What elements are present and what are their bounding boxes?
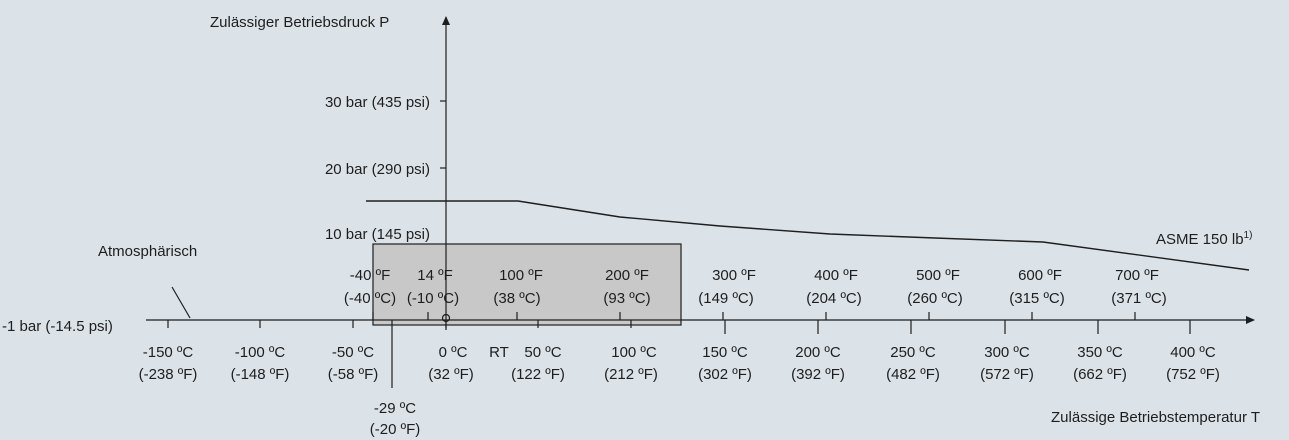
- f-label: 14 ºF: [417, 267, 453, 284]
- y-tick-label-30: 30 bar (435 psi): [325, 94, 430, 111]
- c-label: 250 ºC: [890, 344, 936, 361]
- fahrenheit-labels: -40 ºF (-40 ºC) 14 ºF (-10 ºC) 100 ºF (3…: [344, 267, 1167, 307]
- f-label: 200 ºF: [605, 267, 649, 284]
- rt-label: RT: [489, 344, 509, 361]
- c-conv-label: (260 ºC): [907, 290, 963, 307]
- y-tick-label-10: 10 bar (145 psi): [325, 226, 430, 243]
- atmos-pointer: [171, 286, 191, 319]
- f-conv-label: (392 ºF): [791, 366, 845, 383]
- f-label: 400 ºF: [814, 267, 858, 284]
- f-conv-label: (752 ºF): [1166, 366, 1220, 383]
- c-conv-label: (371 ºC): [1111, 290, 1167, 307]
- f-label: 700 ºF: [1115, 267, 1159, 284]
- f-conv-label: (-58 ºF): [328, 366, 378, 383]
- f-conv-label: (212 ºF): [604, 366, 658, 383]
- c-conv-label: (315 ºC): [1009, 290, 1065, 307]
- f-conv-label: (482 ºF): [886, 366, 940, 383]
- c-conv-label: (149 ºC): [698, 290, 754, 307]
- x-axis-title: Zulässige Betriebstemperatur T: [1051, 409, 1260, 426]
- low-limit-c-label: -29 ºC: [374, 400, 416, 417]
- baseline-label: -1 bar (-14.5 psi): [2, 318, 113, 335]
- asme-curve-name: ASME 150 lb: [1156, 231, 1244, 248]
- c-label: 50 ºC: [524, 344, 561, 361]
- c-conv-label: (93 ºC): [603, 290, 650, 307]
- f-label: 600 ºF: [1018, 267, 1062, 284]
- c-conv-label: (-10 ºC): [407, 290, 459, 307]
- asme-curve: [366, 200, 1250, 271]
- f-label: 500 ºF: [916, 267, 960, 284]
- low-limit-f-label: (-20 ºF): [370, 421, 420, 438]
- c-label: -100 ºC: [235, 344, 286, 361]
- c-label: 150 ºC: [702, 344, 748, 361]
- celsius-ticks: [167, 320, 1191, 388]
- f-label: 300 ºF: [712, 267, 756, 284]
- c-conv-label: (204 ºC): [806, 290, 862, 307]
- y-axis-title: Zulässiger Betriebsdruck P: [210, 14, 389, 31]
- c-label: 100 ºC: [611, 344, 657, 361]
- f-conv-label: (662 ºF): [1073, 366, 1127, 383]
- f-conv-label: (-148 ºF): [231, 366, 290, 383]
- c-label: -150 ºC: [143, 344, 194, 361]
- c-conv-label: (-40 ºC): [344, 290, 396, 307]
- fahrenheit-ticks: [372, 312, 1136, 320]
- shaded-region: [372, 243, 682, 326]
- c-label: 200 ºC: [795, 344, 841, 361]
- atmos-label: Atmosphärisch: [98, 243, 197, 260]
- celsius-labels: -150 ºC (-238 ºF) -100 ºC (-148 ºF) -50 …: [139, 344, 1220, 383]
- f-conv-label: (122 ºF): [511, 366, 565, 383]
- c-label: 400 ºC: [1170, 344, 1216, 361]
- c-label: 0 ºC: [439, 344, 468, 361]
- c-conv-label: (38 ºC): [493, 290, 540, 307]
- f-conv-label: (-238 ºF): [139, 366, 198, 383]
- f-conv-label: (572 ºF): [980, 366, 1034, 383]
- c-label: 350 ºC: [1077, 344, 1123, 361]
- f-conv-label: (32 ºF): [428, 366, 473, 383]
- c-label: -50 ºC: [332, 344, 374, 361]
- y-tick-label-20: 20 bar (290 psi): [325, 161, 430, 178]
- asme-footnote: 1): [1244, 230, 1253, 241]
- f-label: 100 ºF: [499, 267, 543, 284]
- c-label: 300 ºC: [984, 344, 1030, 361]
- f-label: -40 ºF: [350, 267, 391, 284]
- f-conv-label: (302 ºF): [698, 366, 752, 383]
- asme-curve-label: ASME 150 lb1): [1156, 230, 1252, 248]
